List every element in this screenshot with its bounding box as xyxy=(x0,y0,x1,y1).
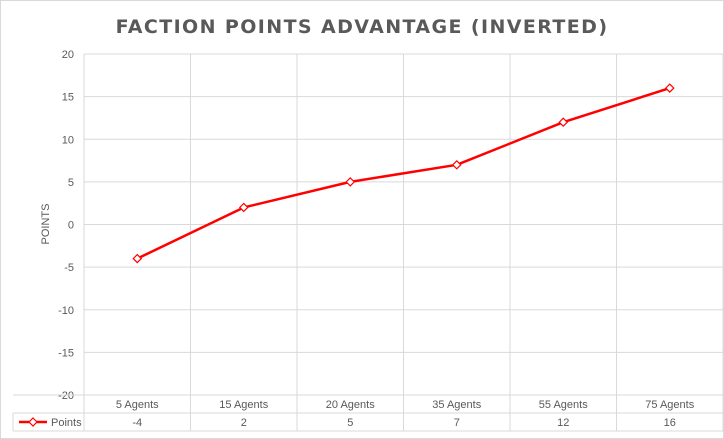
x-category-label: 75 Agents xyxy=(645,399,694,411)
table-value: 16 xyxy=(664,417,676,429)
table-value: 7 xyxy=(454,417,460,429)
data-point-marker xyxy=(132,253,143,264)
y-tick-label: 0 xyxy=(68,220,74,232)
y-axis-label: POINTS xyxy=(40,204,52,245)
legend-marker xyxy=(28,417,38,427)
y-tick-label: -15 xyxy=(58,347,74,359)
chart-title: FACTION POINTS ADVANTAGE (INVERTED) xyxy=(116,16,609,38)
x-category-label: 5 Agents xyxy=(116,399,159,411)
data-table: 5 Agents 15 Agents 20 Agents 35 Agents 55 Ag… xyxy=(12,54,723,432)
y-tick-label: -20 xyxy=(58,390,74,402)
x-category-label: 55 Agents xyxy=(539,399,588,411)
data-point-marker xyxy=(451,159,462,170)
series-points xyxy=(132,83,675,264)
data-point-marker xyxy=(238,202,249,213)
y-tick-label: 5 xyxy=(68,177,74,189)
data-point-marker xyxy=(664,83,675,93)
table-value: 5 xyxy=(347,417,353,429)
table-value: -4 xyxy=(132,417,142,429)
data-point-marker xyxy=(558,117,569,128)
y-tick-label: 15 xyxy=(62,92,74,104)
y-tick-label: -10 xyxy=(58,305,74,317)
y-tick-label: -5 xyxy=(64,262,74,274)
y-tick-label: 20 xyxy=(62,49,74,61)
legend-series-name: Points xyxy=(51,417,82,429)
table-value: 12 xyxy=(557,417,569,429)
table-value: 2 xyxy=(241,417,247,429)
data-point-marker xyxy=(345,177,356,187)
x-category-label: 35 Agents xyxy=(432,399,481,411)
x-category-label: 15 Agents xyxy=(219,399,268,411)
series-line-points xyxy=(136,86,671,260)
y-axis-ticks: 20 15 10 5 0 -5 -10 -15 -20 xyxy=(58,49,74,402)
y-tick-label: 10 xyxy=(62,134,74,146)
x-category-label: 20 Agents xyxy=(326,399,375,411)
